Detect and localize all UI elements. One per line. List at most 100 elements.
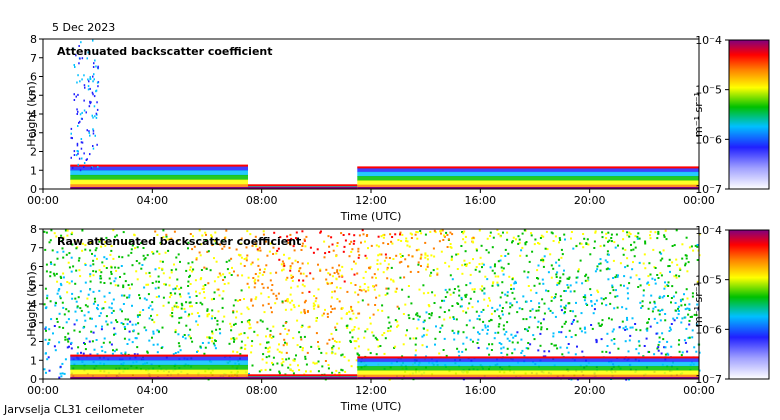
noise-cell — [597, 322, 600, 325]
noise-cell — [183, 307, 186, 310]
noise-cell — [332, 345, 335, 348]
noise-cell — [692, 249, 695, 252]
noise-cell — [286, 298, 289, 301]
noise-cell — [371, 276, 374, 279]
noise-cell — [87, 293, 90, 296]
noise-cell — [525, 347, 528, 350]
noise-cell — [609, 292, 612, 295]
layer-band — [357, 361, 699, 367]
noise-cell — [281, 300, 284, 303]
noise-cell — [257, 264, 260, 267]
noise-cell — [499, 304, 501, 307]
noise-cell — [239, 299, 242, 301]
noise-cell — [379, 262, 382, 265]
noise-cell — [498, 323, 501, 326]
noise-cell — [175, 301, 178, 304]
noise-cell — [210, 234, 213, 237]
noise-cell — [484, 326, 487, 329]
noise-cell — [305, 275, 308, 278]
noise-cell — [251, 304, 254, 307]
noise-cell — [461, 272, 464, 275]
noise-cell — [180, 302, 183, 305]
noise-cell — [488, 297, 491, 300]
precip-cell — [92, 116, 94, 119]
noise-cell — [358, 234, 361, 237]
noise-cell — [532, 334, 535, 337]
noise-cell — [443, 337, 446, 340]
noise-cell — [340, 232, 343, 235]
noise-cell — [486, 329, 489, 331]
precip-cell — [73, 64, 75, 66]
noise-cell — [92, 270, 95, 273]
noise-cell — [277, 292, 280, 295]
precip-cell — [83, 109, 86, 112]
noise-cell — [230, 337, 233, 340]
noise-cell — [453, 318, 455, 320]
noise-cell — [134, 323, 137, 326]
noise-cell — [644, 242, 647, 245]
noise-cell — [230, 257, 233, 260]
noise-cell — [525, 328, 528, 331]
noise-cell — [62, 306, 65, 309]
noise-cell — [611, 286, 614, 289]
noise-cell — [386, 266, 389, 269]
noise-cell — [684, 316, 687, 319]
noise-cell — [423, 327, 425, 330]
noise-cell — [349, 317, 352, 320]
noise-cell — [679, 298, 682, 301]
noise-cell — [663, 235, 666, 238]
noise-cell — [518, 238, 521, 241]
noise-cell — [53, 232, 56, 235]
noise-cell — [240, 346, 243, 349]
noise-cell — [113, 350, 116, 353]
noise-cell — [492, 282, 494, 285]
precip-cell — [80, 41, 82, 44]
noise-cell — [457, 285, 460, 288]
precip-cell — [81, 157, 83, 160]
noise-cell — [287, 329, 290, 332]
noise-cell — [501, 310, 504, 313]
noise-cell — [217, 288, 220, 291]
layer-band — [357, 370, 699, 376]
noise-cell — [531, 250, 534, 253]
noise-cell — [628, 231, 631, 234]
noise-cell — [426, 258, 429, 261]
noise-cell — [678, 309, 680, 312]
noise-cell — [483, 292, 486, 295]
noise-cell — [601, 319, 604, 322]
noise-cell — [179, 349, 182, 352]
noise-cell — [421, 335, 424, 338]
noise-cell — [396, 320, 399, 323]
noise-cell — [117, 284, 120, 287]
noise-cell — [70, 347, 73, 350]
noise-cell — [425, 268, 428, 271]
noise-cell — [105, 320, 108, 323]
noise-cell — [162, 296, 165, 299]
noise-cell — [433, 294, 436, 297]
noise-cell — [324, 252, 327, 255]
noise-cell — [232, 311, 235, 314]
noise-cell — [376, 259, 379, 262]
noise-cell — [121, 310, 123, 313]
noise-cell — [440, 229, 443, 232]
noise-cell — [290, 308, 293, 311]
noise-cell — [289, 233, 292, 236]
noise-cell — [301, 230, 304, 233]
noise-cell — [120, 294, 123, 297]
noise-cell — [104, 351, 107, 354]
noise-cell — [387, 316, 390, 319]
noise-cell — [442, 239, 445, 241]
noise-cell — [206, 309, 209, 312]
noise-cell — [434, 343, 436, 346]
noise-cell — [336, 242, 339, 244]
noise-cell — [289, 243, 292, 246]
noise-cell — [543, 312, 546, 315]
noise-cell — [422, 321, 425, 324]
noise-cell — [205, 233, 207, 236]
noise-cell — [564, 320, 567, 323]
noise-cell — [89, 280, 92, 283]
noise-cell — [112, 298, 115, 301]
noise-cell — [617, 347, 620, 350]
noise-cell — [675, 274, 678, 277]
noise-cell — [616, 306, 619, 309]
